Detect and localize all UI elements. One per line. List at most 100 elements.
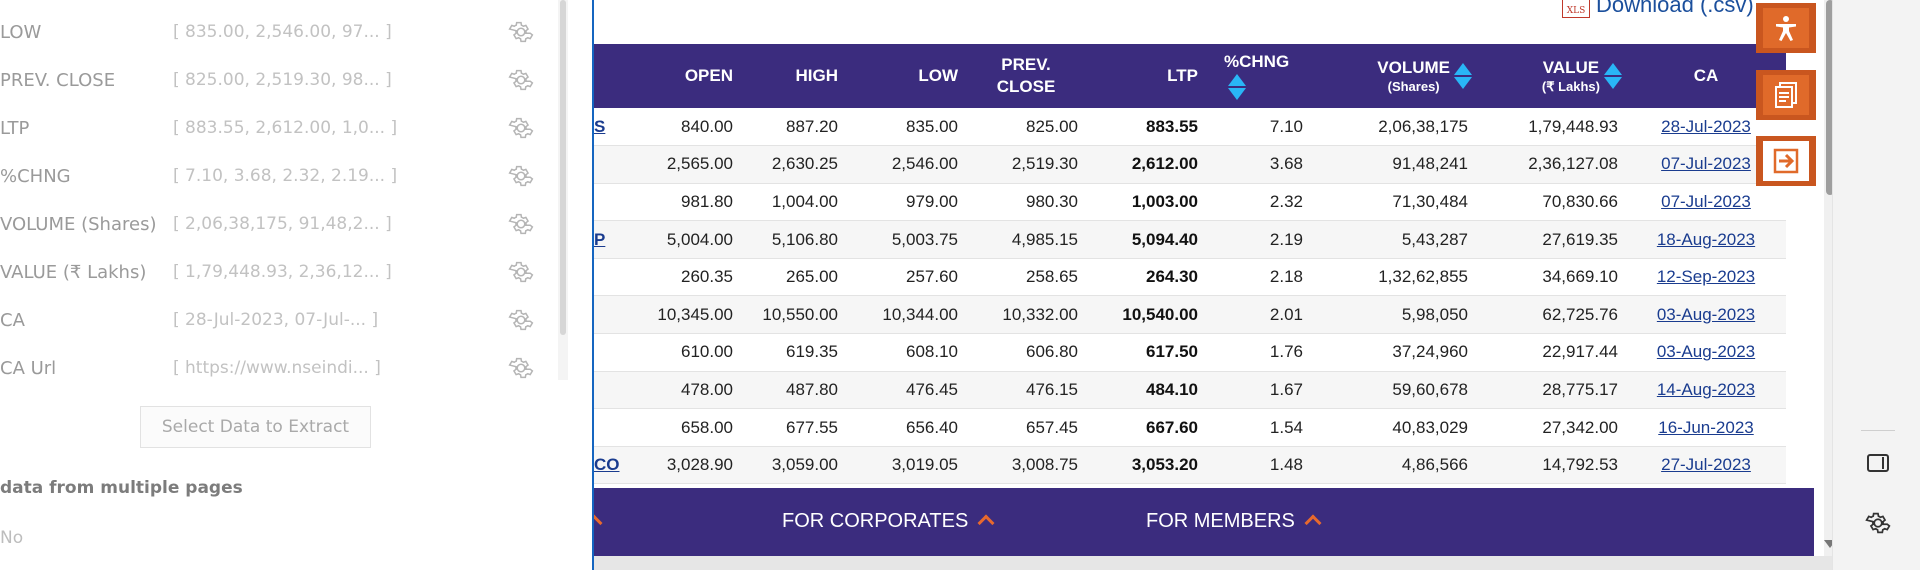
cell-high: 10,550.00 [762, 304, 838, 324]
cell-low: 979.00 [906, 191, 958, 211]
field-row: PREV. CLOSE [ 825.00, 2,519.30, 98... ] [0, 60, 560, 100]
footer-nav: FOR CORPORATES FOR MEMBERS [594, 488, 1814, 556]
header-volume-line1: VOLUME [1377, 58, 1450, 77]
cell-chng: 2.32 [1269, 191, 1303, 211]
symbol-link[interactable]: P [594, 229, 606, 249]
cell-prev-close: 980.30 [1026, 191, 1078, 211]
exit-button[interactable] [1756, 136, 1816, 186]
sort-icon[interactable] [1228, 73, 1246, 101]
cell-high: 1,004.00 [771, 191, 838, 211]
gear-icon[interactable] [508, 67, 534, 93]
symbol-link[interactable] [594, 146, 646, 184]
header-low[interactable]: LOW [918, 66, 958, 85]
gear-icon[interactable] [508, 307, 534, 333]
table-header-row: OPEN HIGH LOW PREV. CLOSE LTP %CHNG [594, 44, 1786, 108]
symbol-link[interactable]: S [594, 116, 606, 136]
field-name: CA [0, 310, 25, 331]
header-volume[interactable]: VOLUME (Shares) [1311, 44, 1476, 108]
ca-link[interactable]: 03-Aug-2023 [1656, 342, 1756, 362]
symbol-link[interactable]: CO [594, 455, 620, 475]
document-button[interactable] [1756, 70, 1816, 120]
chevron-up-icon [594, 514, 603, 532]
header-ca[interactable]: CA [1693, 66, 1719, 85]
cell-chng: 1.67 [1269, 379, 1303, 399]
xls-icon[interactable]: XLS [1562, 0, 1590, 18]
ca-link[interactable]: 14-Aug-2023 [1656, 379, 1756, 399]
cell-open: 2,565.00 [666, 154, 733, 174]
symbol-link[interactable] [594, 258, 646, 296]
cell-high: 5,106.80 [771, 229, 838, 249]
footer-left-chevron[interactable] [594, 510, 603, 533]
symbol-link[interactable] [594, 296, 646, 334]
ca-link[interactable]: 07-Jul-2023 [1661, 154, 1751, 174]
header-chng[interactable]: %CHNG [1206, 44, 1311, 108]
cell-prev-close: 10,332.00 [1002, 304, 1078, 324]
ca-link[interactable]: 16-Jun-2023 [1658, 417, 1754, 437]
gear-icon[interactable] [508, 163, 534, 189]
cell-volume: 71,30,484 [1392, 191, 1468, 211]
ca-link[interactable]: 03-Aug-2023 [1656, 304, 1756, 324]
cell-ltp: 3,053.20 [1131, 455, 1198, 475]
scroll-down-arrow-icon[interactable] [1824, 540, 1832, 548]
ca-link[interactable]: 07-Jul-2023 [1661, 191, 1751, 211]
gear-icon[interactable] [1865, 510, 1891, 536]
cell-open: 5,004.00 [666, 229, 733, 249]
symbol-link[interactable] [594, 371, 646, 409]
field-value: [ 2,06,38,175, 91,48,2... ] [173, 214, 392, 234]
cell-chng: 3.68 [1269, 154, 1303, 174]
table-body: S 840.00 887.20 835.00 825.00 883.55 7.10 2,06,… [594, 108, 1786, 484]
table-row: P 5,004.00 5,106.80 5,003.75 4,985.15 5,094.4… [594, 220, 1786, 259]
table-row: 478.00 487.80 476.45 476.15 484.10 1.67 59,60,… [594, 371, 1786, 409]
cell-value: 62,725.76 [1542, 304, 1618, 324]
cell-chng: 1.54 [1269, 417, 1303, 437]
footer-corporates[interactable]: FOR CORPORATES [782, 510, 995, 533]
sort-icon[interactable] [1604, 62, 1622, 90]
cell-low: 835.00 [906, 116, 958, 136]
table-row: 260.35 265.00 257.60 258.65 264.30 2.18 1,32,6… [594, 258, 1786, 296]
cell-ltp: 10,540.00 [1122, 304, 1198, 324]
panel-scrollbar[interactable] [560, 0, 566, 335]
ca-link[interactable]: 12-Sep-2023 [1656, 267, 1756, 287]
gear-icon[interactable] [508, 115, 534, 141]
multi-pages-label: data from multiple pages [0, 478, 243, 498]
cell-open: 658.00 [681, 417, 733, 437]
ca-link[interactable]: 27-Jul-2023 [1661, 455, 1751, 475]
cell-volume: 4,86,566 [1401, 455, 1468, 475]
footer-members[interactable]: FOR MEMBERS [1146, 510, 1322, 533]
gear-icon[interactable] [508, 259, 534, 285]
cell-prev-close: 657.45 [1026, 417, 1078, 437]
header-ltp[interactable]: LTP [1167, 66, 1198, 85]
ca-link[interactable]: 28-Jul-2023 [1661, 116, 1751, 136]
gear-icon[interactable] [508, 355, 534, 381]
download-link[interactable]: Download (.csv) [1596, 0, 1754, 17]
accessibility-button[interactable] [1756, 3, 1816, 53]
cell-value: 22,917.44 [1542, 342, 1618, 362]
field-name: PREV. CLOSE [0, 70, 116, 91]
cell-volume: 37,24,960 [1392, 342, 1468, 362]
header-prev-close[interactable]: PREV. CLOSE [966, 44, 1086, 108]
field-value: [ 28-Jul-2023, 07-Jul-... ] [173, 310, 379, 330]
sidebar-panel-icon[interactable] [1867, 454, 1889, 472]
header-value[interactable]: VALUE (₹ Lakhs) [1476, 44, 1626, 108]
page-scrollbar[interactable] [1826, 0, 1832, 195]
page-scroll-track[interactable] [1824, 0, 1832, 570]
select-data-button[interactable]: Select Data to Extract [140, 406, 371, 448]
gear-icon[interactable] [508, 211, 534, 237]
field-row: VOLUME (Shares) [ 2,06,38,175, 91,48,2...… [0, 204, 560, 244]
horizontal-scroll-track[interactable] [594, 556, 1832, 570]
header-high[interactable]: HIGH [795, 66, 839, 85]
cell-ltp: 2,612.00 [1131, 154, 1198, 174]
chevron-up-icon [1304, 514, 1322, 532]
header-open[interactable]: OPEN [684, 66, 733, 85]
header-symbol[interactable] [594, 44, 646, 108]
ca-link[interactable]: 18-Aug-2023 [1656, 229, 1756, 249]
symbol-link[interactable] [594, 409, 646, 447]
multi-pages-value[interactable]: No [0, 528, 24, 548]
cell-open: 10,345.00 [657, 304, 733, 324]
cell-low: 608.10 [906, 342, 958, 362]
sort-icon[interactable] [1454, 62, 1472, 90]
symbol-link[interactable] [594, 183, 646, 221]
gear-icon[interactable] [508, 19, 534, 45]
symbol-link[interactable] [594, 334, 646, 372]
